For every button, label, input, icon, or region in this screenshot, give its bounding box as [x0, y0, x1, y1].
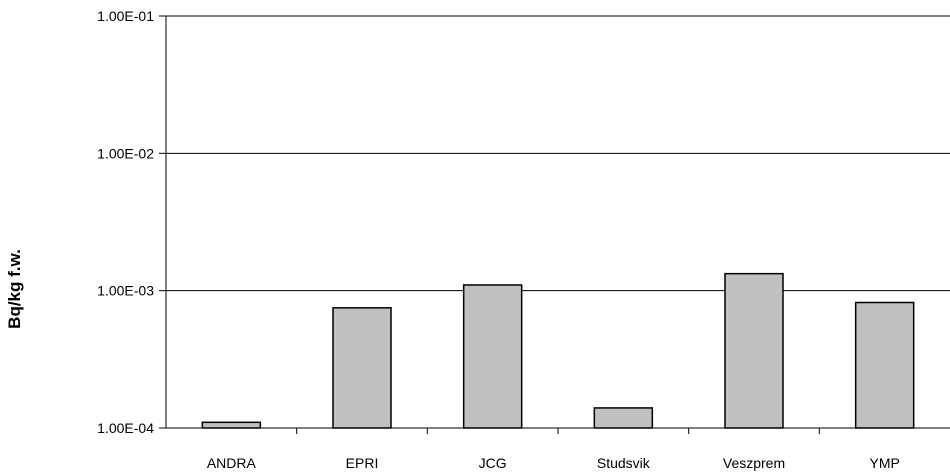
- y-tick-label: 1.00E-01: [97, 8, 154, 24]
- x-tick-label: JCG: [479, 455, 507, 471]
- x-tick-label: YMP: [869, 455, 899, 471]
- bars: [201, 272, 915, 429]
- y-tick-labels: 1.00E-04 1.00E-03 1.00E-02 1.00E-01: [97, 8, 154, 436]
- bar-epri: [332, 307, 392, 429]
- x-tick-label: Veszprem: [723, 455, 785, 471]
- bar-andra: [201, 421, 262, 429]
- x-tick-label: EPRI: [346, 455, 379, 471]
- x-tick-labels: ANDRA EPRI JCG Studsvik Veszprem YMP: [207, 455, 900, 471]
- bar-studsvik: [593, 407, 654, 429]
- bar-veszprem: [724, 272, 784, 429]
- y-axis-label: Bq/kg f.w.: [5, 249, 24, 329]
- bar-ymp: [854, 301, 915, 429]
- axes: [159, 15, 950, 434]
- y-tick-label: 1.00E-03: [97, 283, 154, 299]
- x-tick-label: Studsvik: [597, 455, 651, 471]
- bar-jcg: [462, 284, 523, 429]
- y-tick-label: 1.00E-02: [97, 145, 154, 161]
- x-tick-label: ANDRA: [207, 455, 257, 471]
- y-tick-label: 1.00E-04: [97, 420, 154, 436]
- grid-lines: [166, 15, 950, 292]
